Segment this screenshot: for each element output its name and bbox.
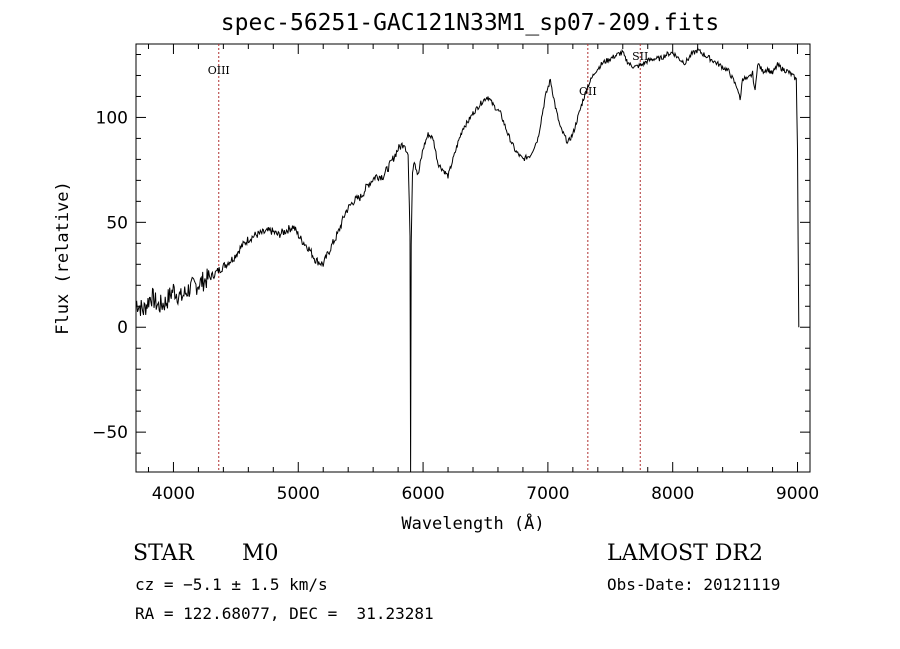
marker-label: OIII [208, 64, 230, 77]
y-tick-label: 0 [117, 318, 128, 338]
plot-frame [135, 43, 811, 473]
marker-label: OII [579, 85, 597, 98]
x-tick-label: 9000 [776, 484, 819, 504]
marker-label: SII [632, 50, 648, 63]
x-axis-label: Wavelength (Å) [401, 512, 544, 534]
coordinates: RA = 122.68077, DEC = 31.23281 [135, 604, 434, 623]
observation-date: Obs-Date: 20121119 [607, 575, 781, 594]
chart-title: spec-56251-GAC121N33M1_sp07-209.fits [220, 10, 720, 36]
x-tick-label: 5000 [277, 484, 320, 504]
y-tick-label: −50 [92, 423, 128, 443]
spectrum-line [135, 46, 800, 473]
x-tick-label: 4000 [152, 484, 195, 504]
y-tick-label: 100 [96, 108, 128, 128]
object-class: STAR [133, 541, 194, 566]
x-tick-label: 7000 [526, 484, 569, 504]
survey-name: LAMOST DR2 [607, 541, 763, 566]
y-axis-label: Flux (relative) [53, 181, 73, 335]
y-tick-label: 50 [106, 213, 128, 233]
x-tick-label: 8000 [651, 484, 694, 504]
object-subclass: M0 [242, 541, 279, 566]
x-tick-label: 6000 [401, 484, 444, 504]
axis-ticks: 4000 5000 6000 7000 8000 9000 −50 0 50 100 [92, 44, 819, 504]
line-markers: OIII OII SII [208, 44, 648, 472]
radial-velocity: cz = −5.1 ± 1.5 km/s [135, 575, 328, 594]
